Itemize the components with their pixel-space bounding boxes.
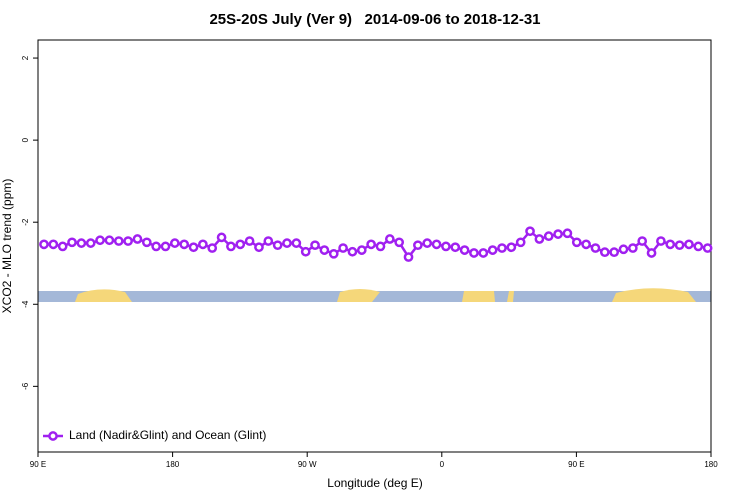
point	[394, 237, 405, 248]
point	[543, 231, 554, 242]
x-tick-label: 90 E	[30, 460, 46, 469]
point	[375, 241, 386, 252]
point	[282, 238, 292, 248]
y-tick-label: 0	[21, 137, 30, 142]
point	[702, 243, 713, 253]
point	[525, 226, 535, 237]
point	[469, 248, 479, 258]
x-tick-label: 180	[704, 460, 718, 469]
point	[459, 245, 470, 255]
point	[141, 237, 152, 248]
point	[562, 228, 573, 239]
point	[291, 238, 302, 248]
point	[356, 245, 367, 255]
point	[67, 237, 77, 248]
point	[413, 240, 423, 251]
x-tick-label: 90 W	[298, 460, 317, 469]
point	[628, 243, 638, 253]
point	[160, 241, 171, 252]
point	[515, 237, 526, 248]
point	[422, 238, 433, 248]
point	[618, 244, 629, 255]
point	[674, 240, 685, 251]
point	[347, 246, 358, 257]
point	[581, 239, 591, 250]
point	[39, 239, 49, 250]
point	[198, 239, 208, 250]
point	[441, 241, 451, 252]
point	[263, 236, 274, 246]
y-tick-label: 2	[21, 55, 30, 60]
point	[216, 232, 227, 243]
point	[132, 234, 143, 244]
point	[188, 242, 199, 253]
point	[76, 238, 87, 248]
point	[450, 242, 461, 253]
point	[104, 235, 115, 246]
point	[169, 238, 180, 248]
point	[646, 248, 657, 258]
point	[113, 236, 124, 246]
land-band	[507, 291, 514, 302]
x-tick-label: 180	[166, 460, 180, 469]
point	[57, 241, 68, 252]
point	[497, 243, 507, 253]
legend-marker	[48, 431, 58, 441]
point	[384, 234, 395, 244]
land-band	[337, 289, 380, 302]
x-axis-label: Longitude (deg E)	[327, 476, 422, 490]
point	[684, 239, 694, 250]
point	[534, 234, 545, 244]
surface-band	[38, 288, 711, 302]
point	[590, 243, 601, 253]
point	[179, 239, 190, 250]
point	[226, 241, 236, 252]
point	[637, 236, 648, 246]
y-tick-label: -6	[21, 382, 30, 390]
point	[85, 238, 96, 248]
point	[123, 236, 133, 246]
point	[338, 243, 348, 253]
point	[656, 236, 666, 246]
legend-label: Land (Nadir&Glint) and Ocean (Glint)	[69, 428, 266, 442]
point	[366, 239, 376, 250]
y-axis-label: XCO2 - MLO trend (ppm)	[0, 179, 14, 314]
point	[571, 237, 582, 248]
point	[244, 236, 255, 246]
x-tick-label: 90 E	[568, 460, 584, 469]
point	[487, 245, 498, 255]
point	[48, 239, 59, 250]
point	[328, 248, 339, 259]
point	[665, 239, 676, 250]
y-tick-label: -4	[21, 300, 30, 308]
point	[254, 242, 264, 253]
point	[235, 239, 246, 250]
point	[95, 235, 105, 246]
point	[506, 242, 517, 253]
chart-title: 25S-20S July (Ver 9) 2014-09-06 to 2018-…	[209, 11, 540, 28]
point	[403, 252, 414, 262]
point	[431, 239, 442, 250]
point	[478, 248, 489, 258]
point	[272, 240, 283, 251]
point	[151, 241, 161, 252]
point	[310, 240, 320, 251]
land-band	[612, 288, 696, 302]
point	[609, 247, 620, 258]
point	[553, 229, 563, 239]
land-band	[75, 289, 132, 302]
point	[207, 243, 218, 253]
point	[300, 246, 311, 257]
point	[319, 245, 330, 255]
land-band	[462, 291, 495, 302]
y-tick-label: -2	[21, 218, 30, 226]
point	[599, 247, 610, 258]
x-tick-label: 0	[440, 460, 445, 469]
point	[693, 241, 704, 252]
